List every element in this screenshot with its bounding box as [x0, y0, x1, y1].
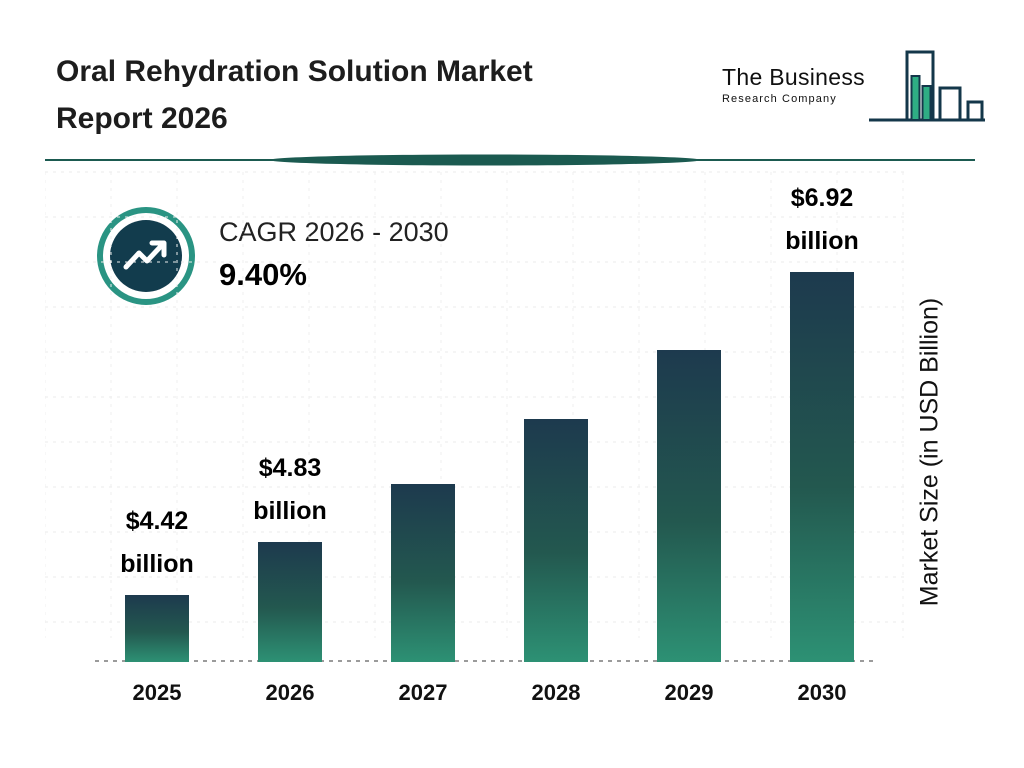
logo-bars-icon	[868, 50, 985, 122]
x-tick-2030: 2030	[797, 680, 847, 705]
x-tick-2028: 2028	[531, 680, 581, 705]
x-tick-2027: 2027	[398, 680, 448, 705]
bar-value-label-2026: $4.83 billion	[253, 454, 327, 525]
page-title: Oral Rehydration Solution Market Report …	[56, 48, 533, 143]
bar-value-label-2030: $6.92 billion	[785, 184, 859, 255]
bar-2026	[258, 542, 322, 662]
trending-up-icon	[97, 207, 195, 305]
cagr-badge: CAGR 2026 - 2030 9.40%	[95, 205, 449, 307]
logo-text: The Business Research Company	[722, 64, 865, 105]
y-axis-label: Market Size (in USD Billion)	[915, 297, 944, 607]
logo-name: The Business	[722, 64, 865, 90]
logo-subname: Research Company	[722, 93, 837, 105]
x-tick-2026: 2026	[265, 680, 315, 705]
company-logo: The Business Research Company	[722, 46, 985, 128]
bar-2028	[524, 419, 588, 662]
x-tick-2029: 2029	[664, 680, 714, 705]
cagr-text: CAGR 2026 - 2030 9.40%	[219, 205, 449, 307]
bar-2030	[790, 272, 854, 662]
x-tick-2025: 2025	[132, 680, 182, 705]
cagr-label: CAGR 2026 - 2030	[219, 217, 449, 247]
title-line-1: Oral Rehydration Solution Market	[56, 55, 533, 88]
bar-value-label-2025: $4.42 billion	[120, 507, 194, 578]
bar-2027	[391, 484, 455, 662]
title-line-2: Report 2026	[56, 102, 228, 136]
section-divider	[45, 154, 975, 166]
bar-2025	[125, 595, 189, 662]
cagr-value: 9.40%	[219, 257, 307, 292]
bar-2029	[657, 350, 721, 662]
bar-chart: $4.42 billion 2025 $4.83 billion 2026 2027 2028…	[45, 168, 915, 728]
